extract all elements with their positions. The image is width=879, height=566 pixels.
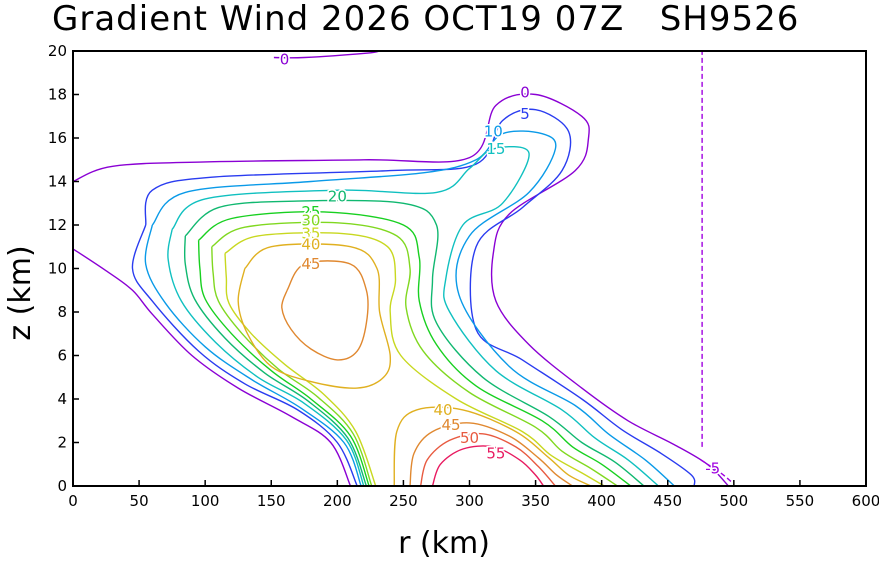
x-tick-label: 300 [455, 492, 484, 510]
contour-label: 25 [301, 203, 320, 221]
contour-label: 50 [460, 429, 479, 447]
contour-line [393, 406, 592, 487]
contour-lines [72, 50, 732, 487]
x-tick-label: 100 [191, 492, 220, 510]
y-tick-label: 16 [48, 129, 67, 147]
y-tick-label: 6 [57, 347, 67, 365]
x-axis-ticks: 0 50 100 150 200 250 300 350 400 450 500 550 600 [68, 480, 879, 510]
contour-line [144, 108, 696, 487]
y-axis-label: z (km) [3, 245, 38, 340]
contour-line [171, 146, 659, 487]
y-tick-label: 12 [48, 216, 67, 234]
x-tick-label: 450 [653, 492, 682, 510]
contour-label: 40 [301, 236, 320, 254]
contour-line [237, 243, 392, 389]
x-tick-label: 350 [521, 492, 550, 510]
x-tick-label: 150 [257, 492, 286, 510]
contour-label: 30 [301, 212, 320, 230]
contour-line [211, 246, 373, 487]
contour-line [409, 422, 573, 487]
x-tick-label: 400 [587, 492, 616, 510]
contour-label: 45 [441, 416, 460, 434]
contour-line [151, 130, 675, 487]
y-tick-label: 20 [48, 42, 67, 60]
x-tick-label: 200 [323, 492, 352, 510]
contour-label: 35 [301, 225, 320, 243]
contour-line [431, 445, 545, 487]
y-axis-ticks: 0 2 4 6 8 10 12 14 16 18 20 [48, 42, 79, 495]
y-tick-label: 10 [48, 260, 67, 278]
plot-frame [72, 50, 867, 487]
contour-line [273, 50, 380, 59]
x-tick-label: 250 [389, 492, 418, 510]
contour-label: 5 [520, 105, 530, 123]
contour-line [211, 221, 618, 487]
contour-label: 20 [328, 188, 347, 206]
contour-line [167, 229, 365, 487]
contour-label: 55 [486, 444, 505, 462]
contour-line [700, 459, 732, 483]
x-tick-label: 600 [852, 492, 879, 510]
x-tick-label: 50 [130, 492, 149, 510]
contour-line [281, 260, 369, 361]
y-tick-label: 18 [48, 86, 67, 104]
contour-label: 15 [486, 140, 505, 158]
x-tick-label: 500 [720, 492, 749, 510]
contour-line [224, 253, 377, 487]
x-tick-label: 550 [786, 492, 815, 510]
contour-label: 45 [301, 255, 320, 273]
contour-line [419, 432, 556, 487]
y-tick-label: 8 [57, 303, 67, 321]
y-tick-label: 2 [57, 434, 67, 452]
contour-line [131, 224, 358, 487]
x-axis-label: r (km) [398, 526, 490, 561]
contour-label: -5 [705, 460, 720, 478]
y-tick-label: 0 [57, 477, 67, 495]
contour-label: 0 [280, 51, 290, 69]
x-tick-label: 0 [68, 492, 78, 510]
contour-label: 0 [520, 83, 530, 101]
chart-title: Gradient Wind 2026 OCT19 07Z SH9526 [52, 0, 799, 39]
contour-line [184, 199, 645, 487]
contour-line [72, 248, 352, 487]
contour-line [224, 232, 605, 487]
contour-line [198, 211, 632, 487]
y-tick-label: 4 [57, 390, 67, 408]
contour-line [72, 93, 730, 487]
contour-label: 10 [484, 122, 503, 140]
contour-label: 40 [434, 401, 453, 419]
y-tick-label: 14 [48, 173, 67, 191]
contour-line [197, 240, 370, 487]
contour-line [183, 235, 368, 487]
contour-line [144, 224, 362, 487]
